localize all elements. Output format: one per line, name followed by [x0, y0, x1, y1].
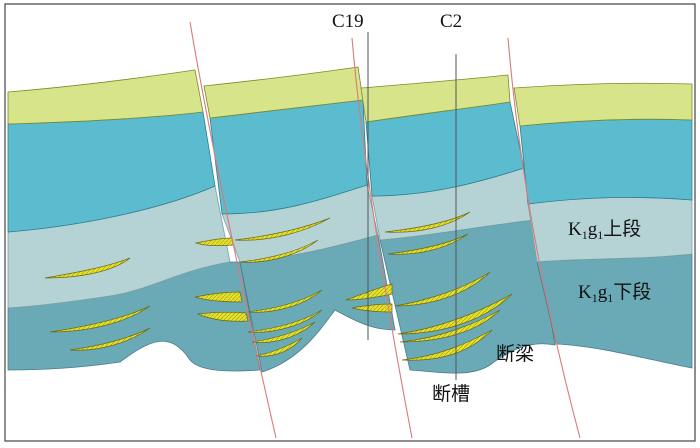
top-layer: [513, 82, 693, 127]
sand-lens: [397, 293, 513, 335]
fault-block-3: [360, 74, 556, 374]
top-layer: [360, 74, 511, 123]
lower-member-label-sub1: 1: [591, 291, 598, 305]
sand-lens: [255, 337, 303, 357]
lower-member-label-mid: g: [597, 282, 608, 303]
lower-member-label: K1g1下段: [578, 283, 651, 304]
sand-lens: [194, 291, 243, 303]
horst-label: 断梁: [496, 344, 535, 365]
sand-lens: [234, 217, 331, 241]
sand-lens: [49, 305, 151, 333]
lower-member-label-base: K: [578, 282, 592, 303]
well-label-c2: C2: [440, 11, 463, 32]
fault-line-2: [351, 37, 413, 439]
upper-member-label: K1g1上段: [568, 220, 641, 241]
sand-lens: [345, 283, 393, 301]
upper-member-label-suffix: 上段: [603, 219, 642, 240]
upper-member-label-mid: g: [587, 219, 598, 240]
fault-line-1: [189, 21, 277, 439]
wells: [367, 32, 457, 380]
sand-lens: [351, 303, 393, 313]
sand-lens: [247, 289, 323, 313]
fault-block-4: [513, 82, 693, 369]
upper-member-label-sub1: 1: [581, 228, 588, 242]
sand-bodies: [44, 211, 513, 361]
cyan-layer: [519, 118, 693, 205]
upper-member-label-base: K: [568, 219, 582, 240]
sand-lens: [394, 271, 491, 307]
faults: [189, 21, 581, 439]
well-label-c19: C19: [332, 11, 364, 32]
sand-lens: [44, 257, 131, 279]
sand-lens: [384, 211, 471, 233]
sand-lens: [247, 309, 323, 333]
sand-lens: [401, 329, 493, 361]
graben-label: 断槽: [432, 384, 471, 405]
sand-lens: [239, 239, 319, 263]
sand-lens: [387, 233, 469, 255]
lower-member-layer: [536, 253, 693, 369]
sand-lens: [69, 327, 151, 351]
lower-member-label-sub2: 1: [607, 291, 614, 305]
sand-lens: [399, 309, 501, 343]
upper-member-label-sub2: 1: [597, 228, 604, 242]
sand-lens: [196, 311, 249, 322]
top-layer: [7, 69, 204, 125]
figure-frame: [4, 3, 696, 442]
sand-lens: [251, 321, 316, 343]
lower-member-label-suffix: 下段: [613, 282, 652, 303]
fault-line-3: [507, 37, 581, 439]
